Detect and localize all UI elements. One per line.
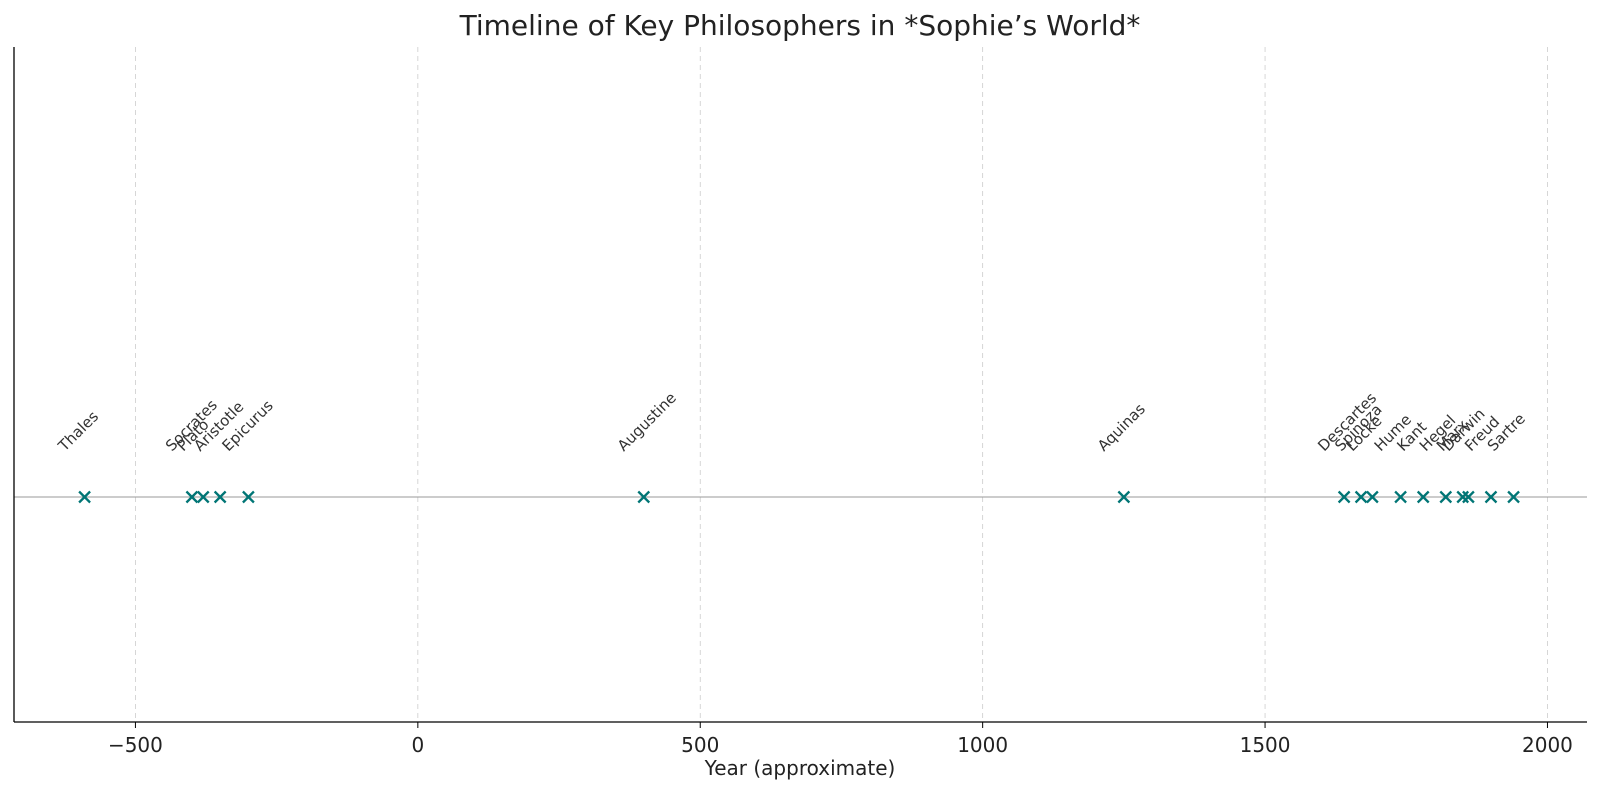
philosopher-label: Aquinas (1094, 400, 1149, 455)
x-tick-label: 2000 (1522, 733, 1573, 757)
philosopher-marker (1354, 490, 1368, 504)
philosopher-marker (213, 490, 227, 504)
philosopher-marker (1394, 490, 1407, 504)
philosopher-marker (196, 490, 210, 504)
philosopher-marker (1507, 490, 1520, 504)
x-tick-label: 500 (681, 733, 719, 757)
x-axis-label: Year (approximate) (704, 756, 896, 780)
philosopher-marker (242, 490, 255, 504)
philosopher-marker (1337, 490, 1351, 504)
x-tick-label: 0 (411, 733, 424, 757)
marker-layer (78, 490, 1520, 504)
philosopher-marker (1456, 490, 1470, 504)
x-tick-label: 1500 (1240, 733, 1291, 757)
x-tick-label: −500 (108, 733, 163, 757)
philosopher-label: Augustine (614, 389, 680, 455)
philosopher-marker (1416, 490, 1430, 504)
x-tick-label: 1000 (957, 733, 1008, 757)
chart-title: Timeline of Key Philosophers in *Sophie’… (459, 9, 1141, 42)
philosopher-marker (1366, 490, 1379, 504)
philosopher-marker (78, 490, 91, 504)
philosopher-marker (637, 490, 651, 504)
philosopher-marker (1117, 490, 1131, 504)
philosopher-marker (1462, 490, 1475, 504)
philosopher-marker (1439, 490, 1453, 504)
x-tick-layer: −500 0 500 1000 1500 2000 (108, 722, 1573, 757)
philosopher-label: Thales (54, 407, 102, 455)
grid-layer (135, 47, 1548, 722)
philosopher-marker (1484, 490, 1498, 504)
philosopher-marker (185, 490, 199, 504)
